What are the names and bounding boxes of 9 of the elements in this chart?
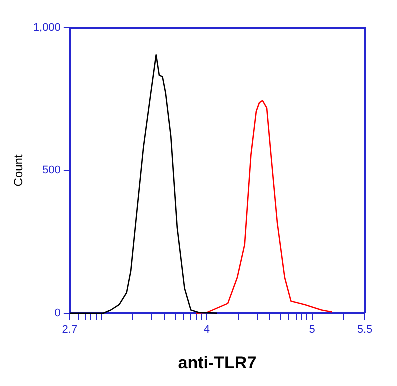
x-axis-title: anti-TLR7: [178, 353, 257, 372]
y-tick-label: 1,000: [33, 22, 61, 34]
y-tick-label: 500: [42, 164, 61, 177]
y-axis-title: Count: [12, 154, 26, 187]
x-tick-label: 5.5: [357, 324, 373, 336]
x-tick-label: 4: [204, 324, 210, 336]
x-tick-label: 5: [309, 324, 316, 336]
y-tick-label: 0: [54, 307, 61, 320]
x-tick-label: 2.7: [62, 324, 78, 336]
